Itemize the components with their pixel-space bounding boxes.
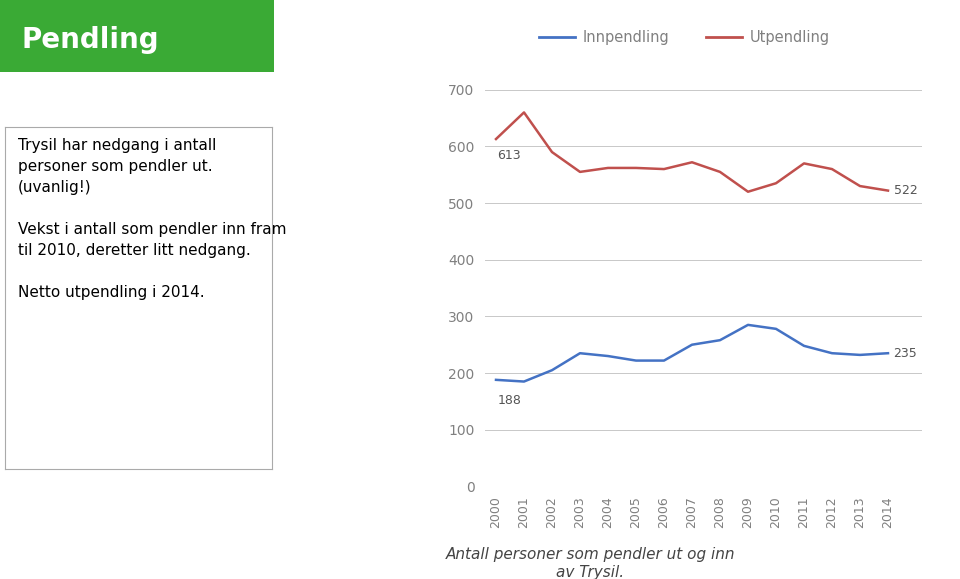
Text: 188: 188 xyxy=(497,394,521,407)
Text: Trysil har nedgang i antall
personer som pendler ut.
(uvanlig!)

Vekst i antall : Trysil har nedgang i antall personer som… xyxy=(18,138,287,299)
Text: Pendling: Pendling xyxy=(22,26,159,54)
Text: 613: 613 xyxy=(497,149,521,162)
Text: Antall personer som pendler ut og inn
av Trysil.: Antall personer som pendler ut og inn av… xyxy=(445,547,735,579)
Legend: Innpendling, Utpendling: Innpendling, Utpendling xyxy=(533,24,835,51)
Text: 235: 235 xyxy=(894,347,918,360)
Text: 522: 522 xyxy=(894,184,918,197)
